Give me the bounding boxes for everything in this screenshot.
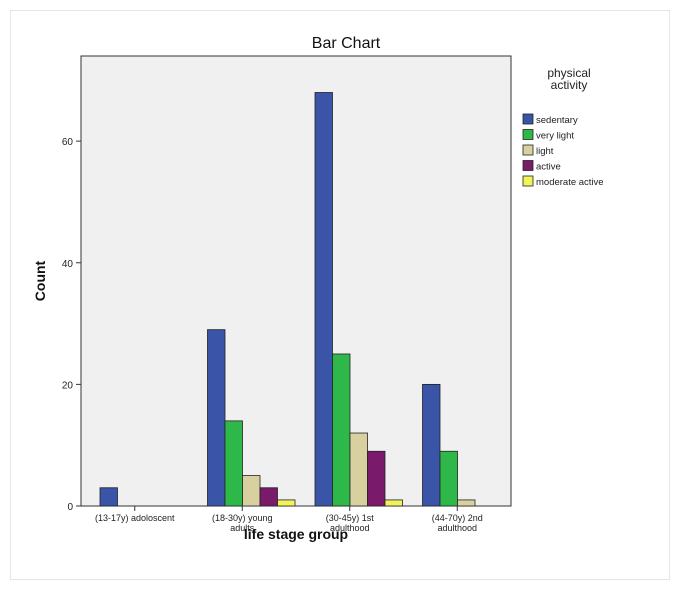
legend-label: very light	[536, 131, 574, 142]
chart-frame: Bar Chart Count life stage group 0 20 40 60…	[10, 10, 670, 580]
bar-very-light	[332, 353, 351, 507]
legend-title: physical activity	[547, 66, 590, 92]
x-axis-label: life stage group	[244, 526, 348, 542]
bar-sedentary	[207, 329, 226, 507]
bar-moderate-active	[384, 499, 403, 507]
bar-active	[259, 487, 278, 507]
bar-light	[457, 499, 476, 507]
bar-active	[367, 450, 386, 507]
y-axis: 0 20 40 60	[62, 137, 81, 513]
x-axis: (13-17y) adoloscent (18-30y) young adults (…	[95, 506, 483, 533]
bar-very-light	[224, 420, 243, 507]
x-tick-label: (30-45y) 1st adulthood	[326, 513, 375, 533]
x-tick-label: (18-30y) young adults	[212, 513, 273, 533]
legend-swatch	[522, 113, 534, 125]
y-tick-label: 0	[67, 502, 73, 513]
legend: physical activity sedentary very light light…	[522, 66, 604, 188]
y-axis-label: Count	[32, 260, 48, 301]
x-tick-label: (44-70y) 2nd adulthood	[432, 513, 483, 533]
bars	[99, 92, 476, 507]
bar-sedentary	[99, 487, 118, 507]
bar-chart: Bar Chart Count life stage group 0 20 40 60…	[32, 35, 604, 542]
bar-very-light	[439, 450, 458, 507]
legend-label: sedentary	[536, 115, 578, 126]
y-tick-label: 20	[62, 380, 74, 391]
legend-label: active	[536, 162, 561, 173]
y-tick-label: 60	[62, 137, 74, 148]
legend-swatch	[522, 175, 534, 187]
bar-light	[349, 432, 368, 507]
x-tick-label: (13-17y) adoloscent	[95, 513, 175, 523]
legend-swatch	[522, 160, 534, 171]
bar-light	[242, 475, 261, 507]
bar-moderate-active	[277, 499, 296, 507]
legend-swatch	[522, 129, 534, 140]
legend-label: light	[536, 146, 554, 157]
legend-swatch	[522, 144, 534, 156]
chart-title: Bar Chart	[312, 35, 381, 52]
bar-sedentary	[422, 383, 441, 507]
plot-background	[80, 55, 512, 507]
legend-label: moderate active	[536, 177, 604, 188]
y-tick-label: 40	[62, 259, 74, 270]
bar-sedentary	[314, 92, 333, 507]
